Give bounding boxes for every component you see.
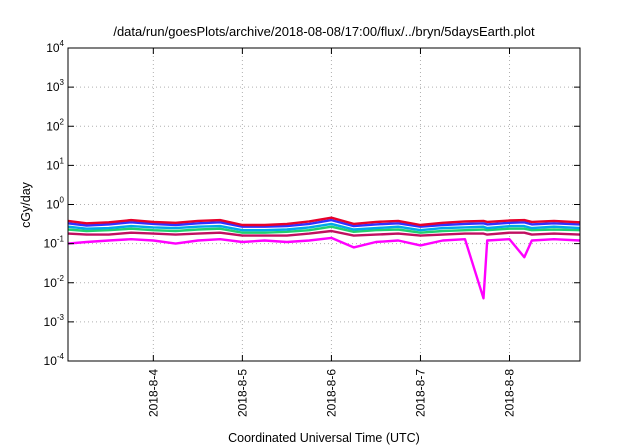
x-tick-label: 2018-8-5 — [235, 369, 249, 417]
x-tick-label: 2018-8-8 — [503, 369, 517, 417]
series-line-2 — [67, 222, 581, 232]
series-line-3 — [67, 225, 581, 234]
y-axis-label: cGy/day — [19, 181, 33, 228]
grid — [68, 48, 580, 361]
series-line-1 — [67, 218, 581, 228]
y-tick-label: 10-1 — [44, 235, 65, 251]
x-tick-label: 2018-8-4 — [146, 369, 160, 417]
series-line-4 — [67, 229, 581, 237]
x-tick-label: 2018-8-7 — [413, 369, 427, 417]
y-tick-label: 101 — [46, 156, 64, 172]
series-line-5 — [67, 236, 581, 300]
y-tick-label: 102 — [46, 117, 64, 133]
y-tick-label: 100 — [46, 196, 64, 212]
y-tick-label: 103 — [46, 78, 64, 94]
y-tick-label: 104 — [46, 39, 64, 55]
x-ticks: 2018-8-4 2018-8-5 2018-8-6 2018-8-7 2018-8-8 — [146, 48, 517, 417]
x-tick-label: 2018-8-6 — [324, 369, 338, 417]
y-tick-label: 10-2 — [44, 274, 65, 290]
y-tick-label: 10-4 — [44, 352, 65, 368]
y-tick-label: 10-3 — [44, 313, 65, 329]
x-axis-label: Coordinated Universal Time (UTC) — [228, 431, 420, 445]
chart-title: /data/run/goesPlots/archive/2018-08-08/1… — [113, 24, 535, 39]
series-lines — [67, 216, 581, 300]
y-ticks: 10-4 10-3 10-2 10-1 100 101 102 103 104 — [44, 39, 580, 368]
series-line-0 — [67, 216, 581, 227]
